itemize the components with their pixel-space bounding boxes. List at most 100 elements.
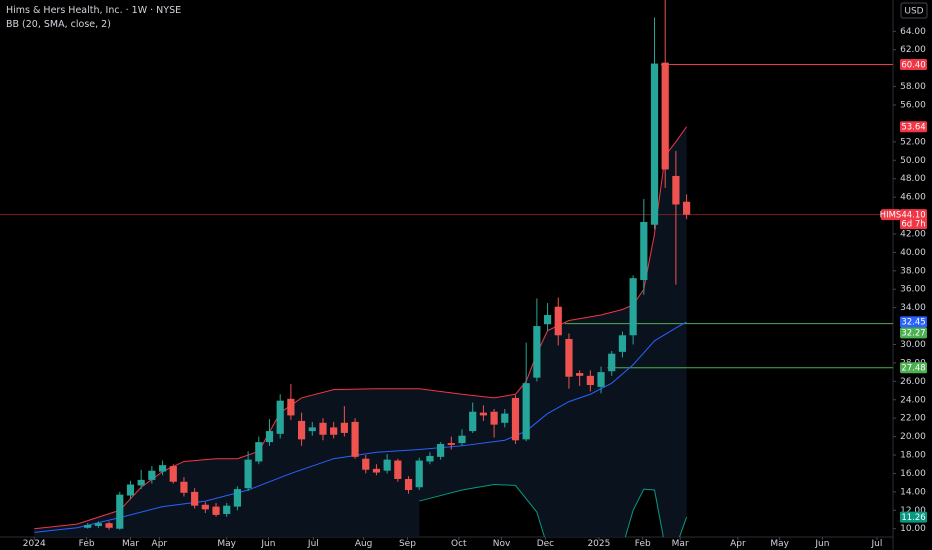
candle-body (576, 373, 584, 376)
y-tick-label: 12.00 (900, 506, 926, 516)
x-tick-label: Aug (355, 539, 373, 549)
candle-body (682, 201, 691, 215)
candle-body (650, 63, 659, 225)
candle-body (618, 335, 627, 352)
candle-body (415, 460, 423, 488)
y-tick-label: 16.00 (900, 469, 926, 479)
price-badge-label: 44.10 (901, 210, 925, 220)
x-tick-label: Feb (79, 539, 95, 549)
y-tick-label: 22.00 (900, 414, 926, 424)
candle-body (94, 523, 102, 526)
y-tick-label: 34.00 (900, 303, 926, 313)
y-tick-label: 50.00 (900, 156, 926, 166)
y-tick-label: 14.00 (900, 487, 926, 497)
candle-body (672, 175, 680, 205)
candle-body (255, 442, 263, 462)
price-badge (900, 58, 927, 70)
candle-body (105, 523, 113, 528)
candle-body (543, 315, 552, 325)
candle-body (597, 372, 605, 387)
price-badge (900, 362, 927, 374)
candle-body (201, 504, 209, 510)
x-tick-label: Mar (122, 539, 139, 549)
candle-body (394, 460, 402, 479)
candle-body (629, 278, 637, 336)
y-tick-label: 40.00 (900, 248, 926, 258)
candle-body (308, 427, 316, 432)
candle-body (169, 466, 177, 482)
x-tick-label: 2025 (587, 539, 610, 549)
candle-body (126, 484, 135, 496)
candle-body (501, 413, 509, 423)
countdown-label: 6d 7h (901, 220, 925, 230)
y-tick-label: 58.00 (900, 82, 926, 92)
candle-body (158, 465, 167, 472)
y-tick-label: 48.00 (900, 174, 926, 184)
y-tick-label: 46.00 (900, 193, 926, 203)
candle-body (319, 422, 327, 435)
candle-body (608, 353, 616, 372)
y-tick-label: 24.00 (900, 395, 926, 405)
chart-title: Hims & Hers Health, Inc. · 1W · NYSE (6, 5, 181, 16)
y-tick-label: 30.00 (900, 340, 926, 350)
x-tick-label: May (770, 539, 789, 549)
price-badge-label: 53.64 (901, 123, 925, 133)
y-tick-label: 62.00 (900, 45, 926, 55)
candle-body (458, 435, 466, 444)
price-badge (900, 327, 927, 339)
price-badge (900, 316, 927, 328)
candle-body (212, 506, 220, 515)
candle-body (330, 427, 338, 435)
price-badge-label: 32.27 (901, 329, 925, 339)
x-tick-label: Oct (451, 539, 467, 549)
candle-body (340, 422, 348, 433)
candle-body (276, 400, 284, 434)
candle-body (586, 375, 594, 386)
price-badge (900, 209, 927, 230)
y-tick-label: 52.00 (900, 137, 926, 147)
y-tick-label: 26.00 (900, 377, 926, 387)
candle-body (554, 306, 562, 336)
price-badge-label: 32.45 (901, 318, 925, 328)
x-tick-label: 2024 (23, 539, 46, 549)
x-tick-label: Mar (672, 539, 689, 549)
candle-body (511, 397, 520, 441)
y-tick-label: 56.00 (900, 101, 926, 111)
candle-body (447, 443, 455, 445)
y-tick-label: 42.00 (900, 229, 926, 239)
candle-body (116, 494, 124, 529)
x-tick-label: Nov (493, 539, 511, 549)
candle-body (180, 481, 188, 493)
candle-body (297, 420, 306, 440)
candle-body (426, 455, 434, 462)
price-badge-label: 60.40 (901, 60, 925, 70)
candle-body (565, 338, 573, 377)
candle-body (223, 505, 231, 514)
candle-body (533, 326, 541, 378)
currency-button[interactable] (900, 2, 928, 19)
y-tick-label: 36.00 (900, 285, 926, 295)
y-tick-label: 38.00 (900, 266, 926, 276)
candle-body (437, 443, 445, 457)
candle-body (287, 398, 295, 416)
currency-label[interactable]: USD (904, 7, 923, 17)
y-tick-label: 18.00 (900, 451, 926, 461)
y-tick-label: 10.00 (900, 524, 926, 534)
candle-body (404, 478, 413, 491)
candle-body (265, 431, 274, 443)
candle-body (148, 470, 156, 480)
symbol-badge (881, 209, 900, 221)
candle-body (640, 221, 648, 281)
price-badge (900, 121, 927, 133)
candle-body (137, 479, 145, 486)
x-tick-label: Jul (871, 539, 883, 549)
x-tick-label: May (217, 539, 236, 549)
y-tick-label: 64.00 (900, 27, 926, 37)
x-tick-label: Dec (537, 539, 554, 549)
x-tick-label: Jun (814, 539, 829, 549)
indicator-legend: BB (20, SMA, close, 2) (6, 19, 111, 30)
symbol-label: HIMS (880, 210, 902, 220)
x-tick-label: Apr (730, 539, 746, 549)
